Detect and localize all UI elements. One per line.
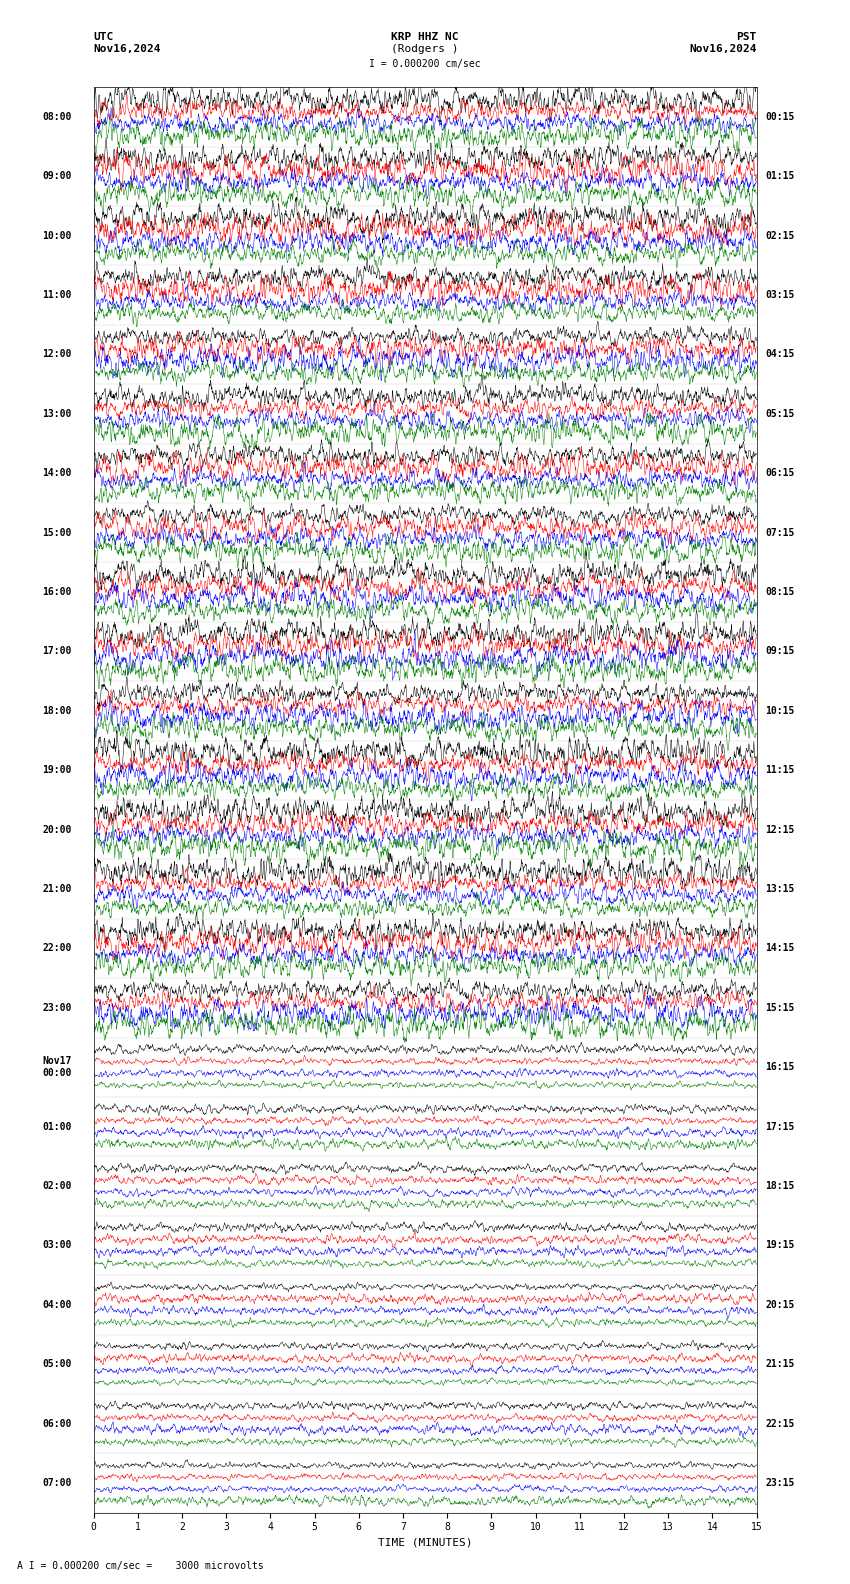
Text: 03:15: 03:15 [765,290,795,299]
Text: 09:00: 09:00 [42,171,71,181]
Text: 13:00: 13:00 [42,409,71,418]
Text: 22:00: 22:00 [42,944,71,954]
Text: I = 0.000200 cm/sec: I = 0.000200 cm/sec [369,59,481,68]
Text: 12:00: 12:00 [42,350,71,360]
Text: 02:15: 02:15 [765,231,795,241]
Text: 23:00: 23:00 [42,1003,71,1012]
Text: 10:00: 10:00 [42,231,71,241]
Text: A I = 0.000200 cm/sec =    3000 microvolts: A I = 0.000200 cm/sec = 3000 microvolts [17,1562,264,1571]
Text: UTC: UTC [94,32,114,41]
Text: 07:00: 07:00 [42,1478,71,1487]
Text: 16:15: 16:15 [765,1063,795,1072]
Text: 17:15: 17:15 [765,1121,795,1131]
Text: 21:15: 21:15 [765,1359,795,1369]
Text: 09:15: 09:15 [765,646,795,656]
Text: 04:00: 04:00 [42,1300,71,1310]
Text: 06:15: 06:15 [765,469,795,478]
Text: 13:15: 13:15 [765,884,795,893]
Text: PST: PST [736,32,756,41]
Text: Nov17
00:00: Nov17 00:00 [42,1057,71,1079]
Text: 11:00: 11:00 [42,290,71,299]
Text: 20:15: 20:15 [765,1300,795,1310]
Text: 00:15: 00:15 [765,112,795,122]
Text: 18:15: 18:15 [765,1182,795,1191]
Text: 10:15: 10:15 [765,706,795,716]
Text: 22:15: 22:15 [765,1419,795,1429]
Text: 01:00: 01:00 [42,1121,71,1131]
Text: 21:00: 21:00 [42,884,71,893]
Text: 18:00: 18:00 [42,706,71,716]
Text: 23:15: 23:15 [765,1478,795,1487]
Text: 03:00: 03:00 [42,1240,71,1250]
Text: KRP HHZ NC: KRP HHZ NC [391,32,459,41]
Text: 15:00: 15:00 [42,527,71,537]
Text: Nov16,2024: Nov16,2024 [689,44,756,54]
Text: Nov16,2024: Nov16,2024 [94,44,161,54]
Text: 06:00: 06:00 [42,1419,71,1429]
Text: 08:00: 08:00 [42,112,71,122]
Text: 08:15: 08:15 [765,588,795,597]
X-axis label: TIME (MINUTES): TIME (MINUTES) [377,1538,473,1548]
Text: (Rodgers ): (Rodgers ) [391,44,459,54]
Text: 19:15: 19:15 [765,1240,795,1250]
Text: 04:15: 04:15 [765,350,795,360]
Text: 12:15: 12:15 [765,825,795,835]
Text: 16:00: 16:00 [42,588,71,597]
Text: 01:15: 01:15 [765,171,795,181]
Text: 15:15: 15:15 [765,1003,795,1012]
Text: 07:15: 07:15 [765,527,795,537]
Text: 19:00: 19:00 [42,765,71,775]
Text: 20:00: 20:00 [42,825,71,835]
Text: 14:00: 14:00 [42,469,71,478]
Text: 14:15: 14:15 [765,944,795,954]
Text: 17:00: 17:00 [42,646,71,656]
Text: 11:15: 11:15 [765,765,795,775]
Text: 05:00: 05:00 [42,1359,71,1369]
Text: 02:00: 02:00 [42,1182,71,1191]
Text: 05:15: 05:15 [765,409,795,418]
